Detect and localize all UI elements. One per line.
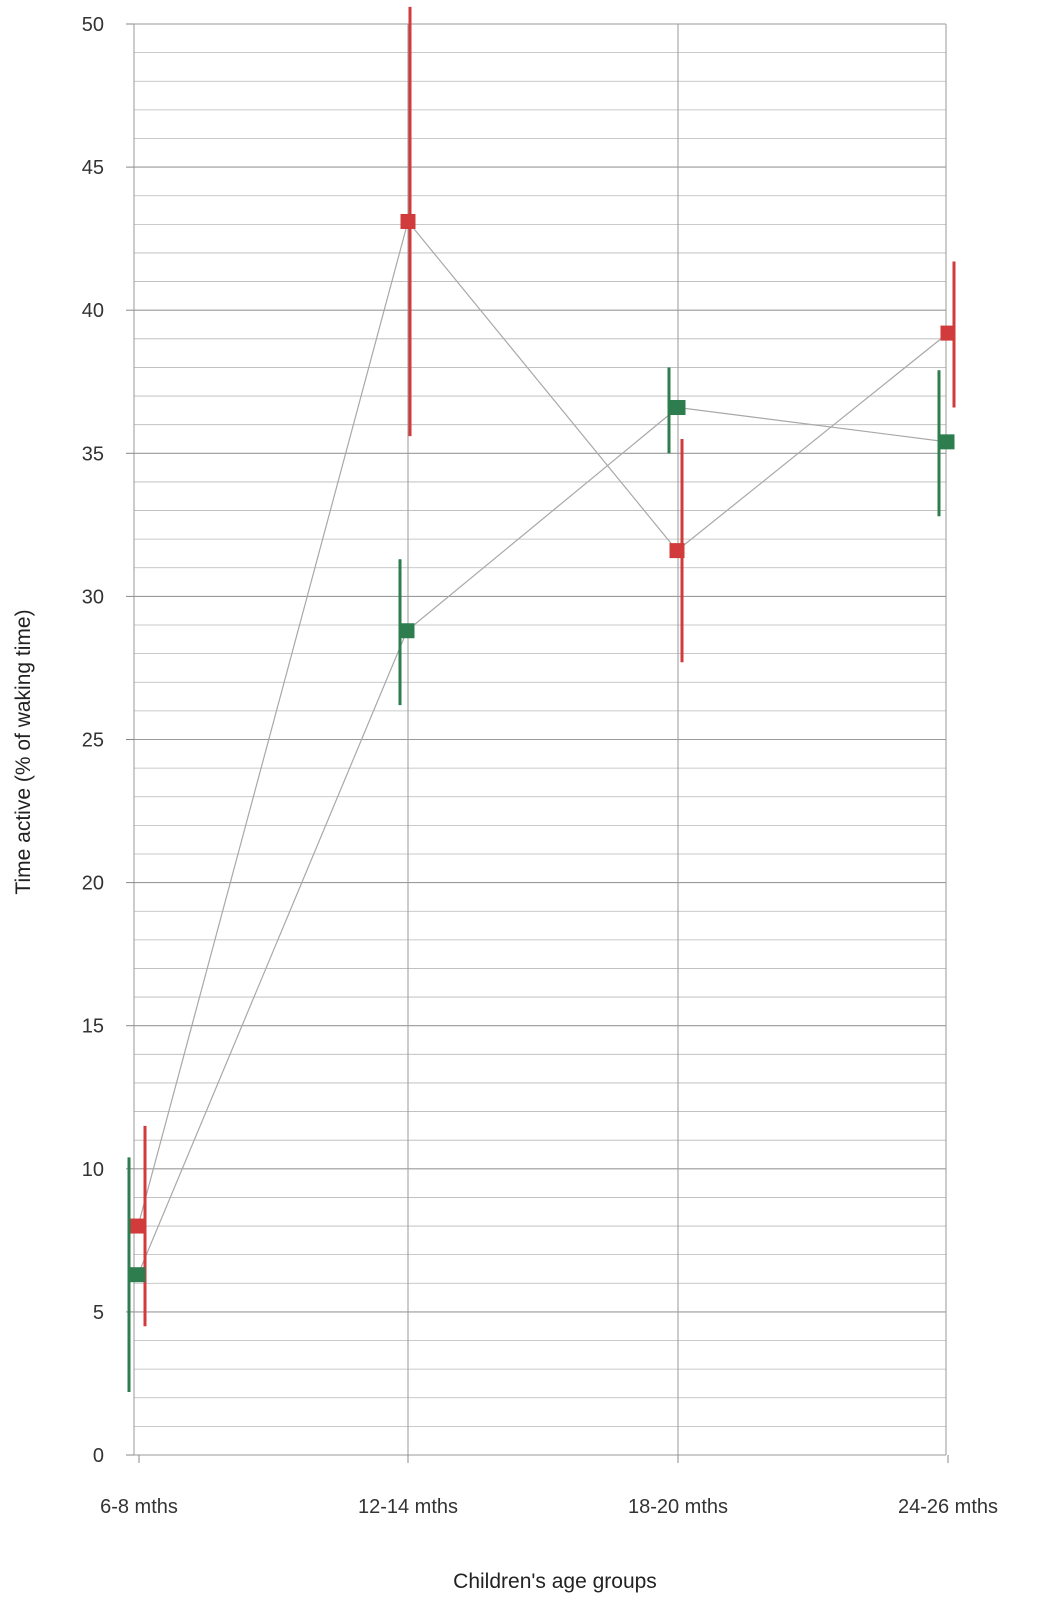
data-point-marker: [399, 623, 415, 639]
y-tick-label: 20: [82, 873, 104, 895]
data-point-marker: [669, 543, 685, 559]
y-tick-label: 0: [93, 1445, 104, 1467]
x-axis-title: Children's age groups: [453, 1570, 657, 1593]
y-tick-label: 5: [93, 1302, 104, 1324]
x-tick-label: 12-14 mths: [358, 1496, 458, 1518]
x-tick-label: 24-26 mths: [898, 1496, 998, 1518]
error-bars: [127, 6, 956, 1393]
data-points: [130, 213, 956, 1283]
y-tick-label: 50: [82, 14, 104, 36]
y-axis-title: Time active (% of waking time): [12, 609, 35, 894]
series-line: [137, 406, 948, 1275]
data-point-marker: [130, 1267, 146, 1283]
y-tick-label: 30: [82, 586, 104, 608]
y-axis-tick-labels: 0 5 10 15 20 25 30 35 40 45 50: [82, 14, 104, 1467]
x-tick-label: 18-20 mths: [628, 1496, 728, 1518]
y-tick-label: 35: [82, 443, 104, 465]
data-point-marker: [400, 213, 416, 229]
x-tick-label: 6-8 mths: [100, 1496, 178, 1518]
data-point-marker: [670, 400, 686, 416]
series-line: [137, 220, 949, 1227]
grid: [126, 23, 949, 1463]
data-point-marker: [940, 325, 956, 341]
y-tick-label: 15: [82, 1016, 104, 1038]
y-tick-label: 25: [82, 730, 104, 752]
y-tick-label: 40: [82, 300, 104, 322]
y-tick-label: 10: [82, 1159, 104, 1181]
series-lines: [137, 220, 949, 1275]
data-point-marker: [130, 1218, 146, 1234]
y-tick-label: 45: [82, 157, 104, 179]
x-axis-tick-labels: 6-8 mths 12-14 mths 18-20 mths 24-26 mths: [100, 1496, 998, 1518]
data-point-marker: [939, 434, 955, 450]
